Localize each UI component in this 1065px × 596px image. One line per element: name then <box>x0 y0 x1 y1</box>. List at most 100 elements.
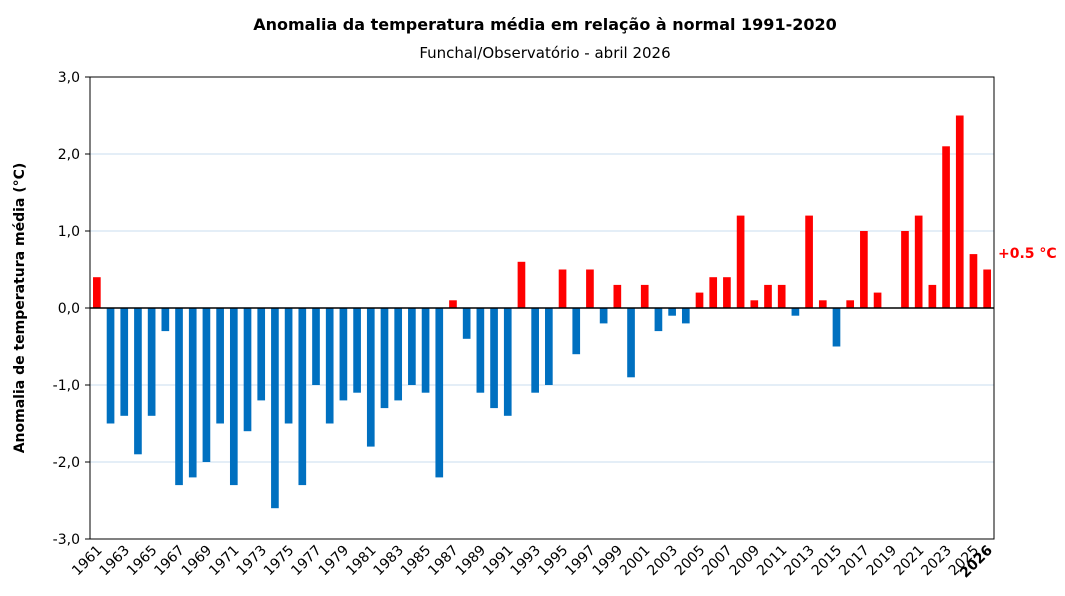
bar <box>366 308 375 447</box>
bar <box>572 308 581 355</box>
x-tick-label: 1993 <box>507 543 544 580</box>
y-tick-label: 3,0 <box>58 70 80 86</box>
bar <box>627 308 635 378</box>
bar <box>613 284 622 308</box>
bar <box>134 308 142 455</box>
bar <box>257 308 266 401</box>
bar <box>545 308 553 385</box>
bar <box>147 308 156 416</box>
chart-title: Anomalia da temperatura média em relação… <box>253 15 837 34</box>
bar <box>229 308 238 486</box>
plot-border <box>89 76 995 540</box>
bar <box>695 292 704 308</box>
x-tick-label: 1969 <box>179 543 216 580</box>
bar <box>668 308 676 316</box>
bar <box>586 269 594 308</box>
y-tick-label: -1,0 <box>53 378 80 394</box>
bar <box>558 269 567 308</box>
x-tick-label: 2017 <box>836 543 873 580</box>
bar <box>298 308 307 486</box>
bar <box>93 277 101 308</box>
bar <box>654 308 663 332</box>
bar <box>681 308 690 324</box>
bar <box>435 308 444 478</box>
bar <box>928 284 937 308</box>
x-tick-label: 1977 <box>288 543 325 580</box>
x-tick-label: 1997 <box>562 543 599 580</box>
y-axis-label: Anomalia de temperatura média (°C) <box>12 163 28 454</box>
x-tick-label: 1981 <box>343 543 380 580</box>
bar <box>599 308 608 324</box>
bar <box>325 308 334 424</box>
bar <box>188 308 197 478</box>
x-tick-label: 1975 <box>261 543 298 580</box>
bar <box>955 115 964 308</box>
bar <box>216 308 224 424</box>
bar <box>490 308 498 409</box>
bar <box>339 308 348 401</box>
bar <box>901 231 909 308</box>
y-tick-label: 2,0 <box>58 147 80 163</box>
bar <box>161 308 170 332</box>
annotation: +0.5 °C <box>998 246 1057 262</box>
x-tick-label: 1991 <box>480 543 517 580</box>
bar <box>969 254 978 308</box>
bar <box>709 277 718 308</box>
x-tick-label: 2015 <box>809 543 846 580</box>
x-tick-label: 2023 <box>918 543 955 580</box>
bar <box>723 277 731 308</box>
bar <box>983 269 991 308</box>
bar <box>353 308 361 393</box>
x-tick-label: 2005 <box>672 543 709 580</box>
bar <box>476 308 485 393</box>
x-tick-label: 1995 <box>535 543 572 580</box>
bar <box>750 300 759 308</box>
bar <box>860 231 868 308</box>
bar <box>394 308 403 401</box>
bar <box>202 308 211 462</box>
bar <box>175 308 183 486</box>
bar <box>421 308 430 393</box>
bar <box>791 308 800 316</box>
bar <box>818 300 827 308</box>
bar <box>805 215 813 308</box>
bar <box>873 292 882 308</box>
x-tick-label: 1967 <box>151 543 188 580</box>
bar <box>271 308 279 509</box>
bar <box>942 146 950 308</box>
y-tick-label: 1,0 <box>58 224 80 240</box>
x-tick-label: 1999 <box>590 543 627 580</box>
x-tick-label: 2011 <box>754 543 791 580</box>
bar <box>503 308 512 416</box>
chart-subtitle: Funchal/Observatório - abril 2026 <box>419 44 670 62</box>
bar <box>640 284 649 308</box>
x-tick-label: 2001 <box>617 543 654 580</box>
x-tick-label: 1979 <box>316 543 353 580</box>
y-tick-label: -2,0 <box>53 455 80 471</box>
bar <box>531 308 539 393</box>
x-tick-label: 1973 <box>234 543 271 580</box>
x-tick-label: 2003 <box>644 543 681 580</box>
bar <box>380 308 389 409</box>
bar <box>106 308 115 424</box>
x-tick-label: 2009 <box>727 543 764 580</box>
bar <box>243 308 252 432</box>
x-tick-label: 1963 <box>97 543 134 580</box>
x-tick-label: 1983 <box>370 543 407 580</box>
x-tick-label: 1985 <box>398 543 435 580</box>
bar <box>914 215 923 308</box>
bar <box>284 308 293 424</box>
bar <box>832 308 841 347</box>
x-tick-label: 1965 <box>124 543 161 580</box>
bar <box>517 261 526 308</box>
bar <box>777 284 786 308</box>
x-tick-label: 2007 <box>699 543 736 580</box>
bar <box>462 308 471 339</box>
x-tick-label: 1989 <box>453 543 490 580</box>
bar <box>764 284 772 308</box>
bar <box>120 308 129 416</box>
bar <box>312 308 320 385</box>
x-tick-label: 2019 <box>864 543 901 580</box>
y-tick-label: -3,0 <box>53 532 80 548</box>
x-tick-label: 2021 <box>891 543 928 580</box>
